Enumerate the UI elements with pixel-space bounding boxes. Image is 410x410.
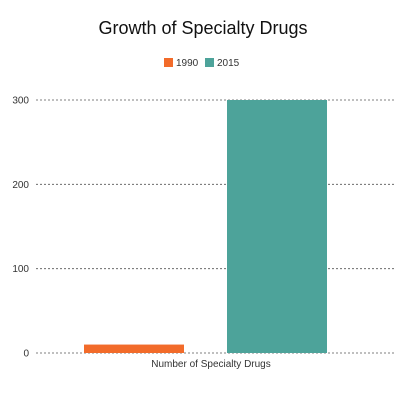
x-category-label: Number of Specialty Drugs — [151, 359, 271, 370]
legend-label-1990: 1990 — [176, 58, 199, 69]
y-tick-label: 0 — [23, 349, 29, 360]
y-tick-label: 100 — [12, 264, 29, 275]
y-tick-label: 300 — [12, 96, 29, 107]
legend-swatch-1990 — [164, 58, 173, 67]
bar-1990 — [84, 344, 184, 353]
legend: 1990 2015 — [164, 58, 240, 69]
chart-title: Growth of Specialty Drugs — [98, 18, 307, 38]
plot-area: 0 100 200 300 Number of Specialty Drugs — [12, 96, 395, 370]
legend-label-2015: 2015 — [217, 58, 240, 69]
y-tick-label: 200 — [12, 180, 29, 191]
legend-item-1990: 1990 — [164, 58, 199, 69]
legend-item-2015: 2015 — [205, 58, 240, 69]
bar-2015 — [227, 100, 327, 353]
legend-swatch-2015 — [205, 58, 214, 67]
